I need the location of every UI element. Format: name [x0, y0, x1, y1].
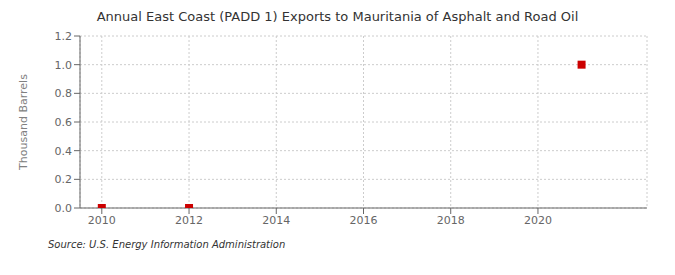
- svg-text:1.0: 1.0: [55, 59, 73, 72]
- html-text:Annual East Coast (PADD 1) Exp: Annual East Coast (PADD 1) Exports to Ma…: [96, 9, 579, 24]
- svg-text:Thousand Barrels: Thousand Barrels: [17, 74, 30, 171]
- svg-text:2020: 2020: [524, 214, 552, 227]
- html-text:Source: U.S. Energy Informatio: Source: U.S. Energy Information Administ…: [48, 239, 286, 250]
- svg-text:1.2: 1.2: [55, 30, 73, 43]
- svg-text:2014: 2014: [262, 214, 290, 227]
- svg-text:2010: 2010: [88, 214, 116, 227]
- svg-text:0.0: 0.0: [55, 202, 73, 215]
- svg-text:0.2: 0.2: [55, 173, 73, 186]
- svg-text:2018: 2018: [437, 214, 465, 227]
- svg-text:0.6: 0.6: [55, 116, 73, 129]
- svg-text:0.8: 0.8: [55, 87, 73, 100]
- svg-text:2012: 2012: [175, 214, 203, 227]
- svg-text:0.4: 0.4: [55, 145, 73, 158]
- svg-text:2016: 2016: [350, 214, 378, 227]
